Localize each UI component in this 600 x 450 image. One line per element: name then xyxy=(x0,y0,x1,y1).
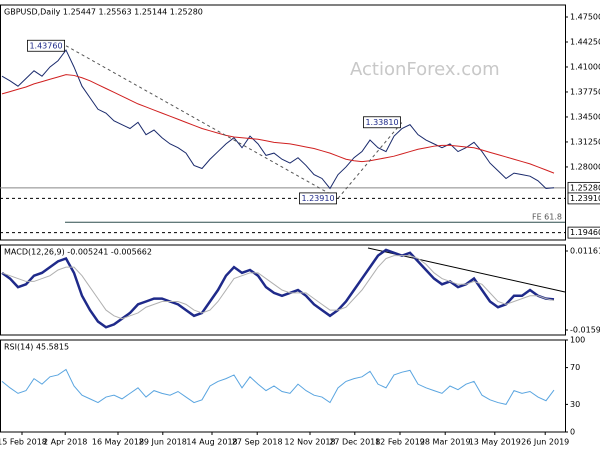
panel-title: RSI(14) 45.5815 xyxy=(4,343,69,352)
series-line xyxy=(1,49,555,190)
annotation-label-box xyxy=(27,39,65,52)
watermark: ActionForex.com xyxy=(350,59,500,80)
annotation-label: 1.23910 xyxy=(301,194,334,203)
annotation-label: 1.33810 xyxy=(365,118,398,127)
x-tick-label: 27 Sep 2018 xyxy=(232,438,283,447)
price-level-label: 1.23910 xyxy=(570,194,600,203)
trendline xyxy=(65,45,339,199)
series-line xyxy=(1,74,555,174)
price-level-label-box xyxy=(567,192,600,205)
trendline xyxy=(337,121,403,199)
x-tick-label: 14 Aug 2018 xyxy=(186,438,237,447)
y-tick-label: 1.37750 xyxy=(570,87,600,96)
series-line xyxy=(1,368,555,405)
y-tick-label: 70 xyxy=(570,363,580,372)
x-tick-label: 27 Dec 2018 xyxy=(329,438,380,447)
fe-level-label: FE 61.8 xyxy=(532,213,562,222)
annotation-label-box xyxy=(299,192,337,205)
y-tick-label: 0.011619 xyxy=(570,247,600,256)
y-tick-label: 1.44250 xyxy=(570,37,600,46)
y-tick-label: 1.47500 xyxy=(570,12,600,21)
panel-frame xyxy=(0,244,566,336)
y-tick-label: 30 xyxy=(570,400,580,409)
x-tick-label: 15 Feb 2018 xyxy=(0,438,47,447)
price-level-label: 1.19460 xyxy=(570,228,600,237)
price-level-label-box xyxy=(567,226,600,239)
x-tick-label: 28 Mar 2019 xyxy=(420,438,471,447)
y-tick-label: 1.34500 xyxy=(570,112,600,121)
annotation-label-box xyxy=(363,116,401,129)
annotation-label: 1.43760 xyxy=(29,41,62,50)
panel-title: GBPUSD,Daily 1.25447 1.25563 1.25144 1.2… xyxy=(4,8,203,17)
panel-frame xyxy=(0,339,566,433)
x-tick-label: 13 May 2019 xyxy=(469,438,521,447)
panel-title: MACD(12,26,9) -0.005241 -0.005662 xyxy=(4,248,152,257)
x-tick-label: 12 Feb 2019 xyxy=(375,438,425,447)
panel-frame xyxy=(0,4,566,241)
price-level-label: 1.25280 xyxy=(570,183,600,192)
series-line xyxy=(1,255,555,320)
y-tick-label: 1.41000 xyxy=(570,62,600,71)
y-tick-label: 100 xyxy=(570,336,585,345)
y-tick-label: 1.28000 xyxy=(570,162,600,171)
x-tick-label: 16 May 2018 xyxy=(92,438,144,447)
x-tick-label: 26 Jun 2019 xyxy=(521,438,569,447)
y-tick-label: -0.015949 xyxy=(570,325,600,334)
y-tick-label: 0 xyxy=(570,428,575,437)
x-tick-label: 29 Jun 2018 xyxy=(139,438,187,447)
x-tick-label: 12 Nov 2018 xyxy=(284,438,335,447)
y-tick-label: 1.31250 xyxy=(570,137,600,146)
x-tick-label: 2 Apr 2018 xyxy=(43,438,87,447)
series-line xyxy=(1,248,555,329)
